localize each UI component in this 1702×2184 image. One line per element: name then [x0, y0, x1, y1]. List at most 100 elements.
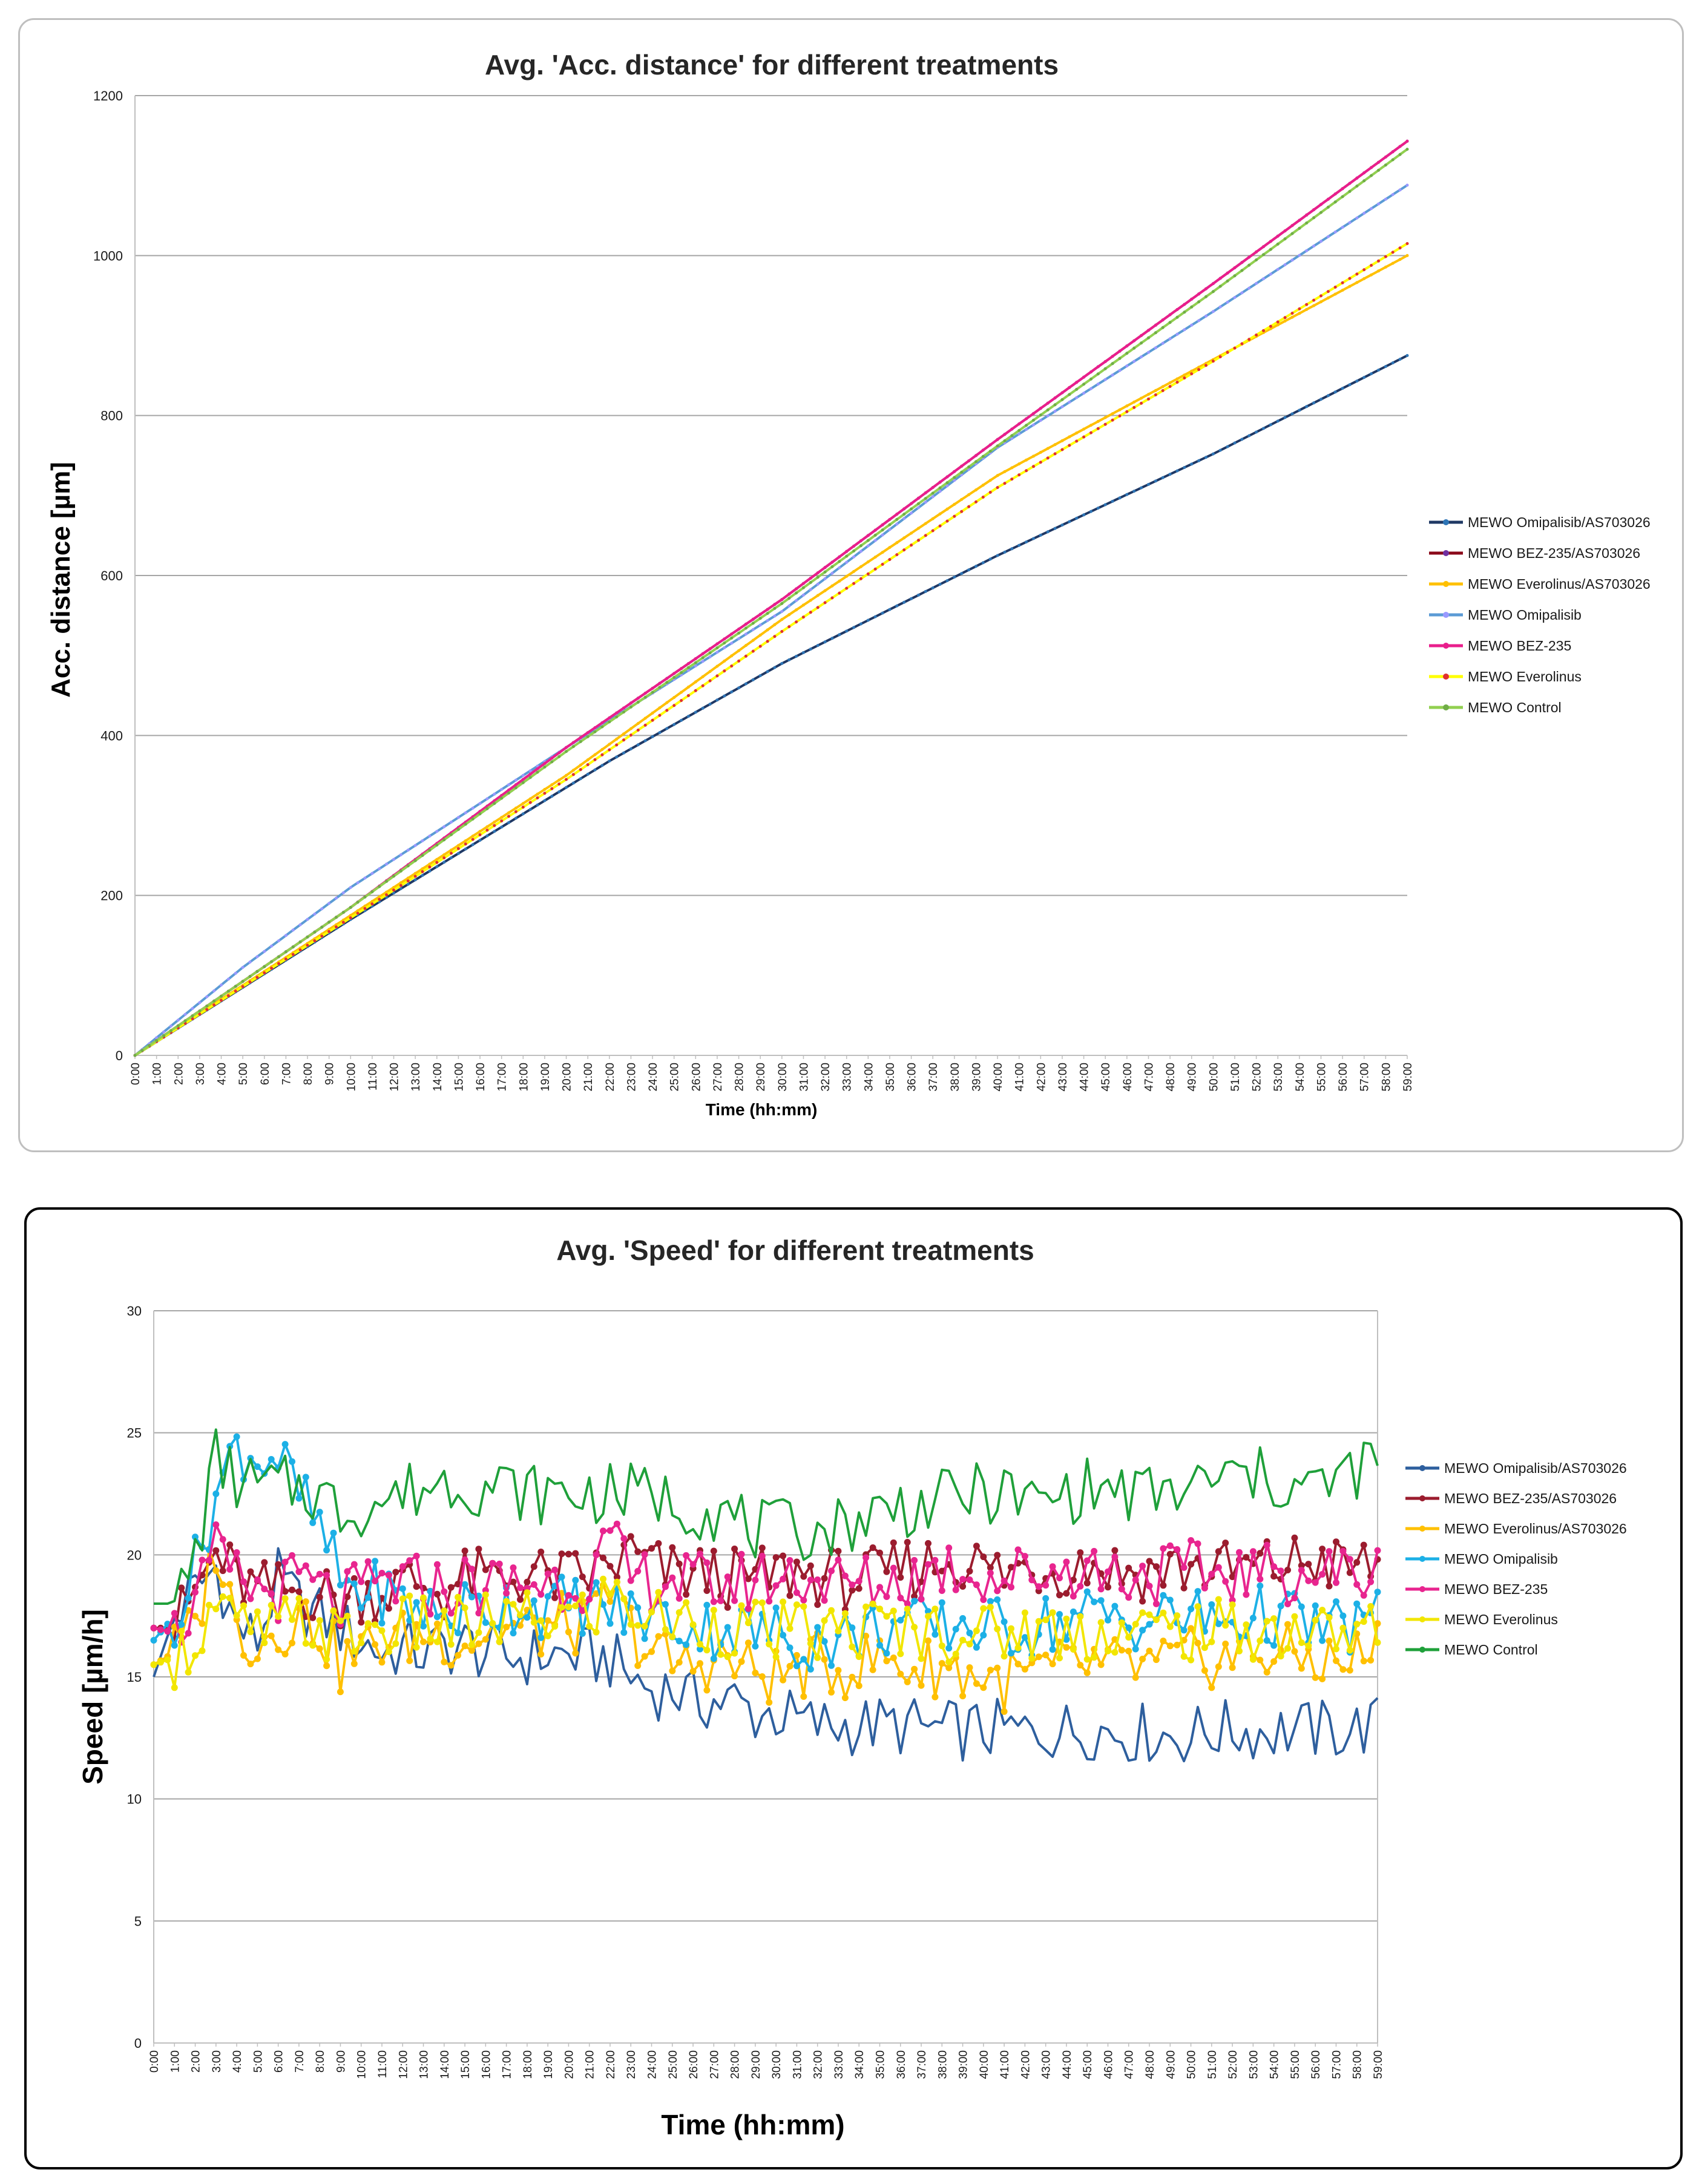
data-point [814, 1654, 821, 1661]
data-point [651, 718, 654, 722]
data-point [873, 533, 877, 537]
x-tick-label: 10:00 [356, 2050, 369, 2079]
data-point [503, 1590, 510, 1597]
data-point [1168, 313, 1172, 316]
data-point [1312, 1674, 1319, 1681]
data-point [277, 962, 280, 965]
data-point [420, 1594, 427, 1601]
data-point [1197, 300, 1201, 304]
x-tick-label: 8:00 [314, 2050, 327, 2073]
data-point [517, 1596, 524, 1603]
data-point [953, 470, 956, 473]
data-point [859, 622, 862, 626]
data-point [1147, 393, 1150, 396]
x-tick-label: 9:00 [335, 2050, 347, 2073]
data-point [284, 950, 288, 954]
data-point [543, 762, 547, 766]
data-point [1362, 376, 1366, 379]
data-point [428, 869, 432, 873]
data-point [952, 1650, 959, 1658]
data-point [254, 1655, 261, 1662]
data-point [313, 930, 317, 934]
data-point [1341, 281, 1344, 284]
data-point [192, 1589, 199, 1596]
data-point [521, 802, 525, 805]
x-tick-label: 46:00 [1122, 1063, 1134, 1092]
data-point [537, 1591, 545, 1598]
data-point [786, 1625, 794, 1632]
data-point [298, 923, 302, 926]
data-point [715, 698, 719, 702]
data-point [1025, 458, 1028, 462]
data-point [289, 1639, 295, 1647]
y-axis-label: Acc. distance [µm] [46, 462, 76, 698]
data-point [988, 443, 992, 447]
data-point [869, 1544, 876, 1551]
data-point [1160, 1545, 1167, 1552]
data-point [1319, 1607, 1326, 1614]
data-point [766, 619, 769, 622]
data-point [191, 1007, 194, 1010]
data-point [330, 1529, 337, 1536]
data-point [917, 593, 920, 597]
data-point [873, 567, 877, 571]
data-point [1111, 362, 1114, 366]
data-point [1103, 367, 1107, 370]
data-point [392, 1640, 399, 1647]
data-point [164, 1628, 171, 1635]
data-point [1319, 211, 1322, 214]
data-point [780, 618, 784, 621]
x-tick-label: 37:00 [916, 2050, 928, 2079]
data-point [1125, 344, 1129, 348]
data-point [801, 586, 805, 589]
data-point [1333, 390, 1337, 394]
data-point [1032, 537, 1035, 540]
data-point [1082, 392, 1086, 395]
series-line [134, 140, 1408, 1057]
data-point [1240, 269, 1244, 272]
data-point [471, 838, 475, 841]
data-point [1049, 1609, 1056, 1616]
data-point [974, 500, 978, 503]
data-point [1021, 1665, 1028, 1673]
data-point [731, 1597, 738, 1604]
data-point [521, 805, 525, 809]
data-point [1096, 419, 1100, 423]
data-point [427, 1610, 434, 1618]
x-tick-label: 26:00 [690, 1063, 703, 1092]
data-point [694, 689, 697, 692]
data-point [1039, 407, 1042, 410]
data-point [1014, 1661, 1022, 1668]
x-tick-label: 22:00 [604, 1063, 617, 1092]
data-point [852, 555, 856, 559]
data-point [1132, 339, 1136, 343]
data-point [456, 844, 460, 847]
data-point [1091, 1598, 1098, 1605]
data-point [1277, 1602, 1284, 1610]
data-point [945, 1664, 953, 1671]
data-point [471, 835, 475, 838]
x-tick-label: 44:00 [1079, 1063, 1091, 1092]
data-point [162, 1034, 165, 1037]
data-point [1222, 1578, 1229, 1585]
data-point [1160, 1609, 1167, 1616]
data-point [1063, 1590, 1070, 1597]
data-point [406, 848, 410, 852]
data-point [442, 856, 446, 860]
data-point [823, 601, 827, 605]
data-point [866, 618, 870, 622]
data-point [830, 571, 834, 575]
data-point [392, 858, 395, 861]
data-point [1096, 507, 1100, 510]
data-point [1160, 1592, 1167, 1599]
data-point [641, 1622, 648, 1630]
data-point [641, 1551, 648, 1558]
data-point [1194, 1540, 1201, 1547]
data-point [1377, 168, 1380, 172]
data-point [199, 1556, 206, 1564]
data-point [873, 556, 877, 559]
data-point [1146, 1558, 1153, 1565]
data-point [845, 574, 849, 578]
data-point [1175, 332, 1179, 336]
data-point [198, 1001, 202, 1005]
